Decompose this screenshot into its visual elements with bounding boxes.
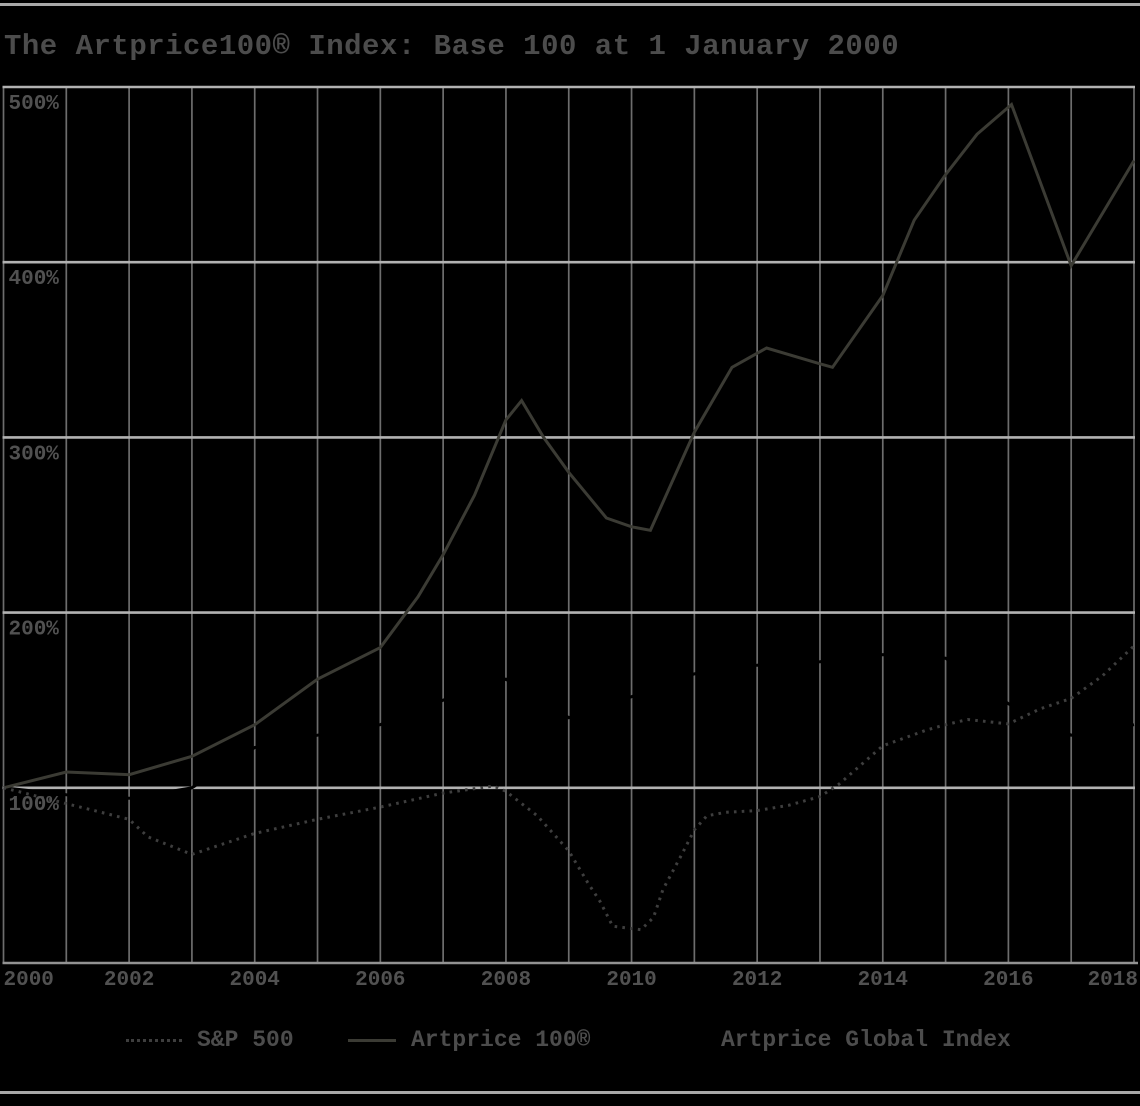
chart-title: The Artprice100® Index: Base 100 at 1 Ja…	[4, 30, 900, 63]
x-tick-label: 2014	[858, 969, 908, 992]
sp500-dotted-line-swatch	[126, 1038, 182, 1042]
artprice100-solid-line-swatch	[348, 1038, 396, 1042]
x-tick-label: 2016	[983, 969, 1033, 992]
y-tick-label: 200%	[9, 619, 60, 642]
x-tick-label: 2010	[606, 969, 656, 992]
legend-item-sp500: S&P 500	[126, 1020, 294, 1060]
bottom-rule	[0, 1091, 1140, 1094]
legend-item-artprice-global: Artprice Global Index	[658, 1020, 1011, 1060]
series-artprice-global-index	[3, 653, 1135, 800]
y-tick-label: 100%	[9, 794, 60, 817]
y-tick-label: 300%	[9, 443, 60, 466]
legend-label: S&P 500	[197, 1027, 294, 1053]
x-tick-label: 2002	[104, 969, 154, 992]
chart-legend: S&P 500 Artprice 100® Artprice Global In…	[0, 1020, 1140, 1060]
legend-label: Artprice 100®	[411, 1027, 591, 1053]
artprice-global-line-swatch	[658, 1038, 706, 1042]
x-tick-label: 2008	[481, 969, 531, 992]
legend-label: Artprice Global Index	[721, 1027, 1011, 1053]
x-tick-label: 2012	[732, 969, 782, 992]
x-tick-label: 2000	[4, 969, 54, 992]
x-tick-label: 2006	[355, 969, 405, 992]
x-tick-label: 2018	[1088, 969, 1138, 992]
x-tick-label: 2004	[230, 969, 280, 992]
legend-item-artprice100: Artprice 100®	[348, 1020, 590, 1060]
series-artprice-100-	[3, 101, 1136, 790]
top-rule	[0, 3, 1140, 6]
y-tick-label: 400%	[9, 268, 60, 291]
y-tick-label: 500%	[9, 93, 60, 116]
